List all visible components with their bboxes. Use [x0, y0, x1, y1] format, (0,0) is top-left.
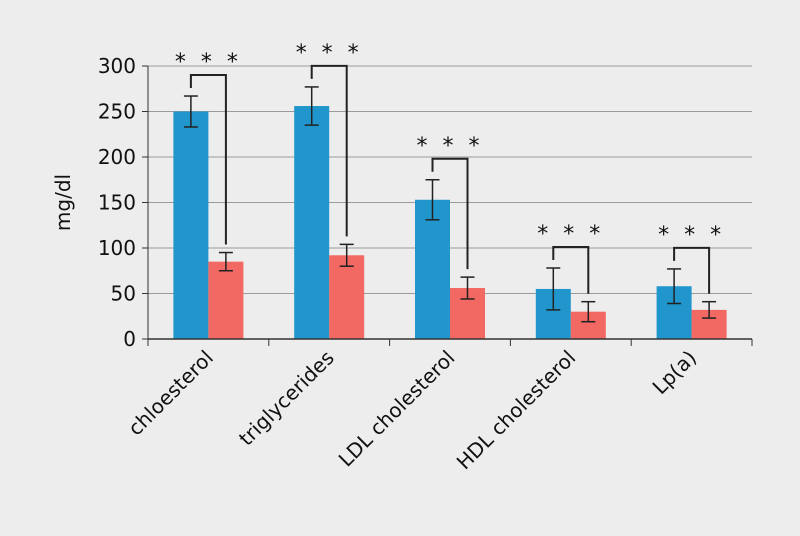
bar-blue	[415, 199, 450, 339]
bars	[173, 106, 727, 339]
category-label: LDL cholesterol	[334, 346, 460, 472]
category-label: HDL cholesterol	[452, 346, 581, 475]
y-tick-label: 250	[98, 100, 136, 124]
y-axis-label: mg/dl	[51, 174, 75, 231]
category-label: triglycerides	[234, 346, 339, 451]
significance-label: * * *	[658, 223, 725, 248]
significance-label: * * *	[175, 50, 242, 75]
bar-red	[329, 255, 365, 339]
bar-red	[208, 261, 244, 339]
category-label: Lp(a)	[648, 346, 702, 400]
significance-markers: * * * * * * * * * * * * * * *	[175, 41, 725, 294]
error-bars	[183, 86, 717, 323]
y-tick-label: 100	[98, 236, 136, 260]
y-tick-label: 300	[98, 54, 136, 78]
significance-label: * * *	[537, 222, 604, 247]
bar-blue	[294, 106, 330, 339]
significance-label: * * *	[417, 134, 484, 159]
significance-bracket	[310, 64, 348, 237]
y-tick-label: 200	[98, 145, 136, 169]
y-tick-label: 150	[98, 191, 136, 215]
significance-label: * * *	[296, 41, 363, 66]
bar-blue	[173, 111, 209, 339]
significance-bracket	[552, 246, 590, 294]
y-axis: 0 50 100 150 200 250 300	[98, 54, 149, 351]
significance-bracket	[673, 246, 711, 294]
significance-bracket	[189, 74, 227, 245]
category-label: chloesterol	[123, 346, 218, 441]
significance-bracket	[431, 157, 469, 270]
y-tick-label: 0	[123, 327, 136, 351]
y-tick-label: 50	[111, 282, 136, 306]
